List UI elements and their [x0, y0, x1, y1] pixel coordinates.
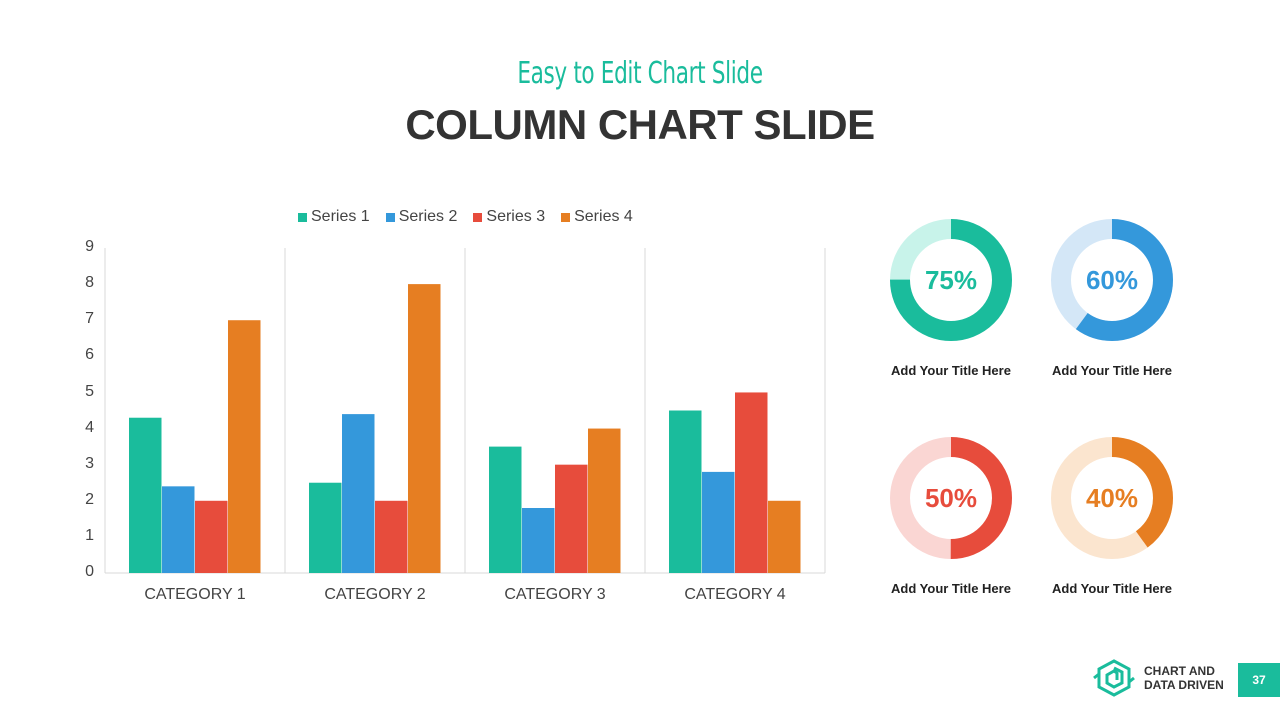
donut-percent: 40%	[1085, 482, 1139, 513]
legend-label: Series 3	[486, 208, 546, 225]
x-label-category-4: CATEGORY 4	[684, 586, 786, 603]
slide-title: COLUMN CHART SLIDE	[405, 101, 875, 148]
donut-ring	[1051, 437, 1173, 559]
y-tick: 4	[85, 419, 94, 436]
y-tick: 1	[85, 527, 94, 544]
donut-chart-4: 40%	[1050, 436, 1174, 560]
legend-item-series-4: Series 4	[561, 208, 633, 226]
y-tick: 8	[85, 274, 94, 291]
chart-bars	[129, 284, 801, 573]
bar-series-3-cat-3	[555, 464, 588, 573]
slide-subtitle: Easy to Edit Chart Slide	[517, 56, 763, 91]
donut-chart-2: 60%	[1050, 218, 1174, 342]
brand-line-1: CHART AND	[1144, 664, 1215, 678]
y-tick: 3	[85, 455, 94, 472]
donut-ring	[1051, 219, 1173, 341]
legend-swatch-icon	[473, 212, 483, 222]
bar-series-4-cat-4	[768, 500, 801, 573]
donut-percent: 60%	[1085, 264, 1139, 295]
x-label-category-2: CATEGORY 2	[324, 586, 426, 603]
legend-swatch-icon	[298, 212, 307, 222]
donut-chart-3: 50%	[889, 436, 1013, 560]
legend-item-series-2: Series 2	[385, 208, 458, 226]
legend-label: Series 4	[574, 208, 633, 225]
x-label-category-1: CATEGORY 1	[144, 586, 246, 603]
donut-title-4: Add Your Title Here	[1052, 581, 1172, 596]
chart-legend: Series 1 Series 2 Series 3 Series 4	[298, 208, 633, 226]
legend-label: Series 1	[311, 208, 370, 225]
bar-series-4-cat-3	[588, 428, 621, 573]
bar-series-2-cat-4	[702, 471, 735, 573]
donut-title-1: Add Your Title Here	[891, 363, 1011, 378]
bar-series-1-cat-2	[309, 482, 342, 573]
bar-series-3-cat-1	[195, 500, 228, 573]
bar-series-1-cat-1	[129, 417, 162, 573]
bar-series-1-cat-3	[489, 446, 522, 573]
x-label-category-3: CATEGORY 3	[504, 586, 606, 603]
y-tick: 0	[85, 563, 94, 580]
brand-logo: CHART AND DATA DRIVEN	[1092, 658, 1224, 698]
bar-series-1-cat-4	[669, 410, 702, 573]
brand-hexagon-icon	[1093, 659, 1135, 697]
brand-line-2: DATA DRIVEN	[1144, 678, 1224, 692]
donut-chart-1: 75%	[889, 218, 1013, 342]
page-number: 37	[1238, 663, 1280, 697]
bar-series-2-cat-1	[162, 486, 195, 573]
donut-ring	[890, 219, 1012, 341]
donut-ring	[890, 437, 1012, 559]
legend-item-series-1: Series 1	[298, 208, 370, 226]
donut-percent: 75%	[924, 264, 978, 295]
y-tick: 6	[85, 346, 94, 363]
legend-item-series-3: Series 3	[473, 208, 545, 226]
y-tick: 7	[85, 310, 94, 327]
y-tick: 5	[85, 383, 94, 400]
bar-series-3-cat-4	[735, 392, 768, 573]
donut-title-2: Add Your Title Here	[1052, 363, 1172, 378]
y-tick: 2	[85, 491, 94, 508]
y-tick: 9	[85, 238, 94, 255]
legend-label: Series 2	[398, 208, 458, 225]
bar-series-2-cat-2	[342, 414, 375, 573]
bar-series-3-cat-2	[375, 500, 408, 573]
legend-swatch-icon	[561, 212, 571, 222]
bar-series-4-cat-2	[408, 284, 441, 573]
donut-percent: 50%	[924, 482, 978, 513]
bar-series-4-cat-1	[228, 320, 261, 573]
legend-swatch-icon	[385, 212, 395, 222]
brand-name: CHART AND DATA DRIVEN	[1144, 664, 1224, 692]
bar-series-2-cat-3	[522, 508, 555, 573]
donut-title-3: Add Your Title Here	[891, 581, 1011, 596]
